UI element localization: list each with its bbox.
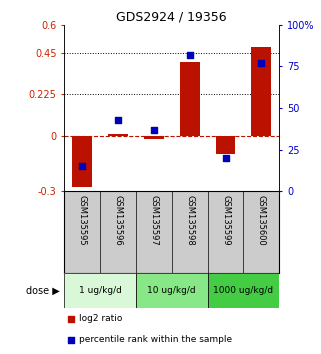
Text: percentile rank within the sample: percentile rank within the sample [79,335,232,344]
Text: GSM135595: GSM135595 [78,195,87,246]
Text: 1 ug/kg/d: 1 ug/kg/d [79,286,121,295]
Bar [64,273,136,308]
Text: log2 ratio: log2 ratio [79,314,123,323]
Text: GSM135599: GSM135599 [221,195,230,246]
Point [223,155,228,161]
Text: GSM135597: GSM135597 [149,195,158,246]
Bar [72,136,92,188]
Bar [208,273,279,308]
Text: GSM135598: GSM135598 [185,195,194,246]
Point [187,52,192,58]
Bar [216,136,235,154]
Title: GDS2924 / 19356: GDS2924 / 19356 [117,11,227,24]
Text: GSM135596: GSM135596 [113,195,123,246]
Point [116,117,121,122]
Bar [108,134,128,136]
Text: 1000 ug/kg/d: 1000 ug/kg/d [213,286,273,295]
Text: GSM135600: GSM135600 [257,195,266,246]
Bar [180,62,200,136]
Point [68,316,73,321]
Point [80,164,85,169]
Point [151,127,156,132]
Text: dose ▶: dose ▶ [26,285,60,295]
Bar [144,136,164,139]
Point [259,60,264,66]
Text: 10 ug/kg/d: 10 ug/kg/d [147,286,196,295]
Bar [251,47,271,136]
Bar [136,273,208,308]
Point [68,337,73,343]
